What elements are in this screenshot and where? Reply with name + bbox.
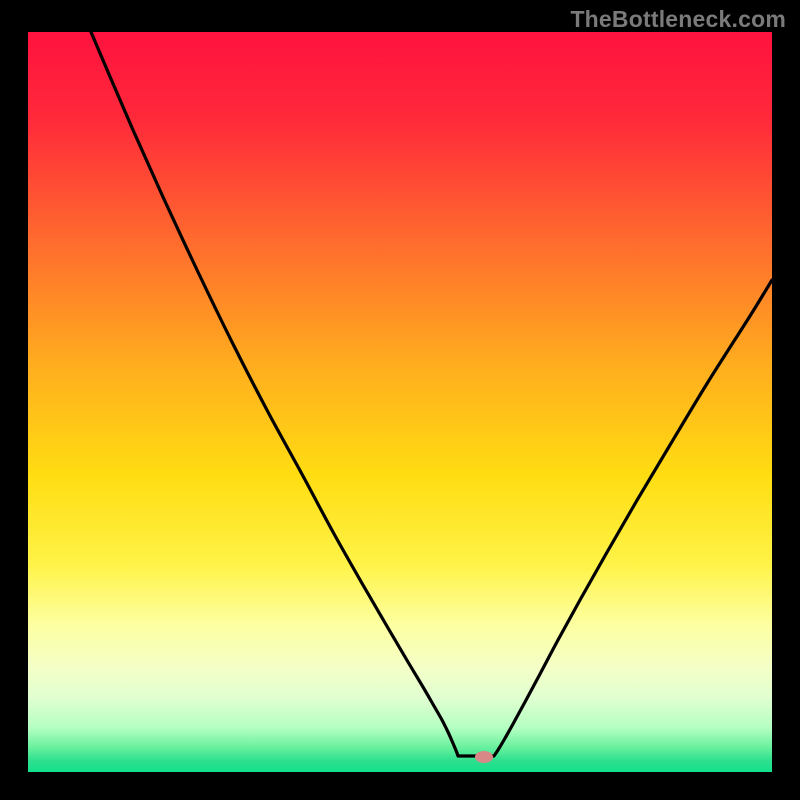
- optimal-point-marker: [475, 751, 493, 763]
- bottleneck-curve-chart: [28, 32, 772, 772]
- chart-frame: TheBottleneck.com: [0, 0, 800, 800]
- plot-area: [28, 32, 772, 772]
- watermark-text: TheBottleneck.com: [570, 6, 786, 33]
